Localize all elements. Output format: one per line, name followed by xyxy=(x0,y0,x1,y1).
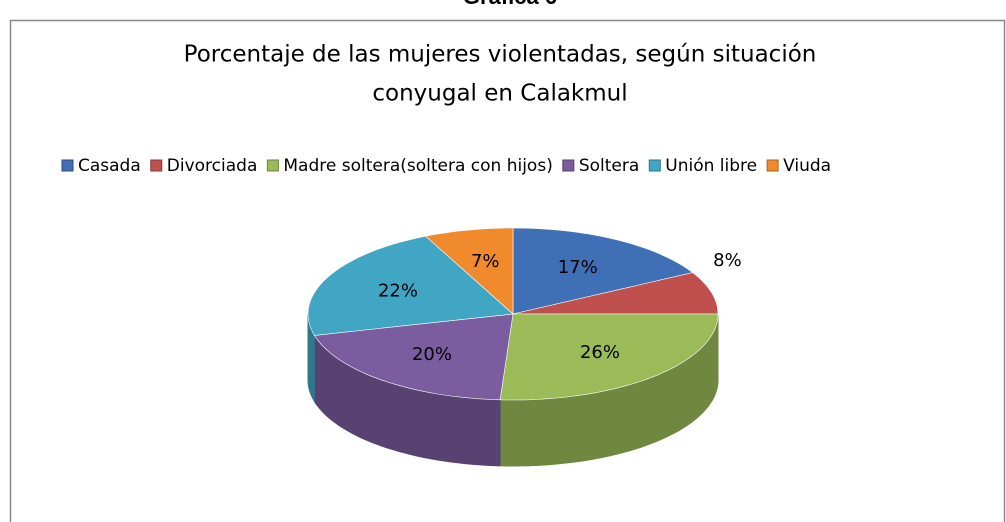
chart-frame xyxy=(9,19,1006,522)
chart-header: Gráfica 6 xyxy=(463,0,557,9)
legend-label: Viuda xyxy=(783,156,831,176)
data-label: 20% xyxy=(412,344,452,365)
pie-slice xyxy=(313,313,514,401)
legend-swatch xyxy=(562,159,575,172)
legend-label: Casada xyxy=(78,156,141,176)
legend-swatch xyxy=(61,159,74,172)
legend-swatch xyxy=(648,159,661,172)
pie-slice xyxy=(512,272,719,315)
legend-label: Unión libre xyxy=(665,156,757,176)
pie-slice xyxy=(425,227,514,315)
legend-label: Madre soltera(soltera con hijos) xyxy=(283,156,552,176)
data-label: 7% xyxy=(471,251,500,272)
chart-title: Porcentaje de las mujeres violentadas, s… xyxy=(184,42,817,68)
data-label: 8% xyxy=(713,250,742,271)
legend-swatch xyxy=(150,159,163,172)
pie-slice xyxy=(307,235,514,336)
data-label: 22% xyxy=(378,280,418,301)
legend-swatch xyxy=(266,159,279,172)
data-label: 17% xyxy=(558,257,598,278)
pie-slice xyxy=(499,313,719,401)
pie-slice xyxy=(512,227,694,315)
legend-label: Divorciada xyxy=(167,156,258,176)
data-label: 26% xyxy=(580,342,620,363)
chart-title: conyugal en Calakmul xyxy=(372,81,627,107)
legend-swatch xyxy=(766,159,779,172)
legend-label: Soltera xyxy=(579,156,639,176)
